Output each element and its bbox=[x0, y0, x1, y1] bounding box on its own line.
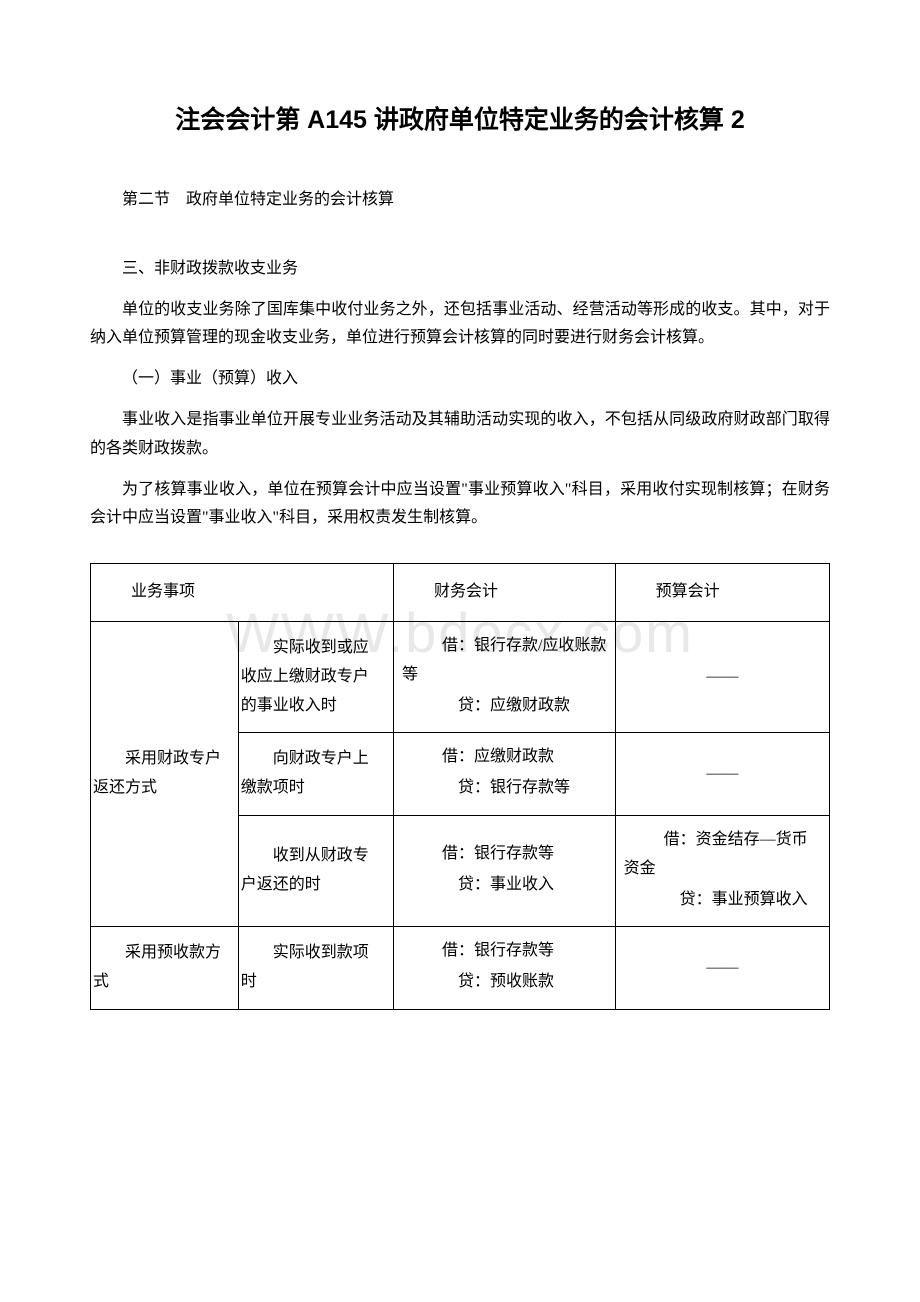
entry-credit: 贷：事业预算收入 bbox=[624, 886, 821, 915]
header-budget-accounting: 预算会计 bbox=[615, 564, 829, 622]
accounting-table: 业务事项 财务会计 预算会计 采用财政专户返还方式 实际收到或应收应上缴财政专户… bbox=[90, 563, 830, 1010]
row-2-financial: 借：应缴财政款 贷：银行存款等 bbox=[393, 733, 615, 816]
table-row: 采用预收款方式 实际收到款项时 借：银行存款等 贷：预收账款 —— bbox=[91, 927, 830, 1010]
row-3-financial: 借：银行存款等 贷：事业收入 bbox=[393, 815, 615, 926]
page-title: 注会会计第 A145 讲政府单位特定业务的会计核算 2 bbox=[90, 100, 830, 136]
row-4-financial: 借：银行存款等 贷：预收账款 bbox=[393, 927, 615, 1010]
entry-debit: 借：银行存款/应收账款等 bbox=[402, 632, 607, 690]
row-1-budget: —— bbox=[615, 621, 829, 732]
sub-heading-3-1: （一）事业（预算）收入 bbox=[90, 365, 830, 394]
entry-debit: 借：应缴财政款 bbox=[402, 743, 607, 772]
row-1-financial: 借：银行存款/应收账款等 贷：应缴财政款 bbox=[393, 621, 615, 732]
paragraph-1: 单位的收支业务除了国库集中收付业务之外，还包括事业活动、经营活动等形成的收支。其… bbox=[90, 296, 830, 354]
row-group-2: 采用预收款方式 bbox=[91, 927, 239, 1010]
entry-debit: 借：银行存款等 bbox=[402, 937, 607, 966]
entry-debit: 借：银行存款等 bbox=[402, 840, 607, 869]
entry-credit: 贷：应缴财政款 bbox=[402, 692, 607, 721]
entry-debit: 借：资金结存—货币资金 bbox=[624, 826, 821, 884]
table-header-row: 业务事项 财务会计 预算会计 bbox=[91, 564, 830, 622]
sub-heading-3: 三、非财政拨款收支业务 bbox=[90, 255, 830, 284]
paragraph-3: 为了核算事业收入，单位在预算会计中应当设置"事业预算收入"科目，采用收付实现制核… bbox=[90, 476, 830, 534]
row-3-scenario: 收到从财政专户返还的时 bbox=[238, 815, 393, 926]
header-financial-accounting: 财务会计 bbox=[393, 564, 615, 622]
row-4-scenario: 实际收到款项时 bbox=[238, 927, 393, 1010]
section-heading: 第二节 政府单位特定业务的会计核算 bbox=[90, 186, 830, 215]
row-2-budget: —— bbox=[615, 733, 829, 816]
table-row: 采用财政专户返还方式 实际收到或应收应上缴财政专户的事业收入时 借：银行存款/应… bbox=[91, 621, 830, 732]
row-3-budget: 借：资金结存—货币资金 贷：事业预算收入 bbox=[615, 815, 829, 926]
row-group-1: 采用财政专户返还方式 bbox=[91, 621, 239, 926]
entry-credit: 贷：预收账款 bbox=[402, 968, 607, 997]
entry-credit: 贷：银行存款等 bbox=[402, 774, 607, 803]
paragraph-2: 事业收入是指事业单位开展专业业务活动及其辅助活动实现的收入，不包括从同级政府财政… bbox=[90, 406, 830, 464]
row-1-scenario: 实际收到或应收应上缴财政专户的事业收入时 bbox=[238, 621, 393, 732]
header-business-item: 业务事项 bbox=[91, 564, 394, 622]
accounting-table-wrapper: 业务事项 财务会计 预算会计 采用财政专户返还方式 实际收到或应收应上缴财政专户… bbox=[90, 563, 830, 1010]
entry-credit: 贷：事业收入 bbox=[402, 871, 607, 900]
row-2-scenario: 向财政专户上缴款项时 bbox=[238, 733, 393, 816]
row-4-budget: —— bbox=[615, 927, 829, 1010]
